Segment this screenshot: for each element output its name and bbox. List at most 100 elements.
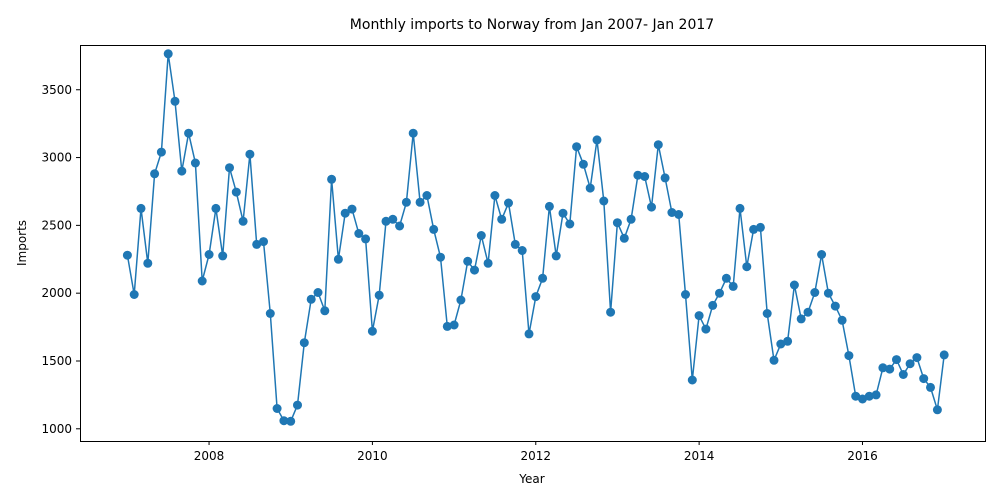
data-point [681,290,690,299]
data-point [211,203,221,213]
data-point [796,314,806,324]
data-point [456,295,466,305]
data-point [320,306,330,316]
data-point [143,258,153,268]
data-point [776,339,786,349]
data-point [265,309,275,318]
data-point [170,96,180,106]
data-point [150,169,160,179]
data-point [524,329,534,339]
data-point [388,214,398,224]
y-tick-label: 2500 [41,218,72,232]
data-point [401,197,411,207]
data-point [640,172,650,181]
data-point [701,324,711,334]
data-point [558,208,568,218]
data-point [892,355,901,365]
data-point [218,251,228,261]
data-point [864,391,874,401]
data-point [898,370,908,379]
data-point [245,149,255,159]
data-point [783,336,793,346]
data-point [286,416,296,426]
data-point [612,218,622,228]
data-point [538,273,548,283]
data-point [354,229,364,238]
data-point [415,197,425,207]
x-tick-label: 2014 [684,449,715,463]
data-point [504,198,513,208]
data-point [259,237,268,247]
data-point [449,320,459,330]
data-point [687,375,697,385]
data-point [225,163,234,173]
data-point [340,208,350,218]
data-point [823,288,833,298]
data-point [347,204,357,214]
x-tick-label: 2010 [357,449,388,463]
data-point [742,262,752,272]
x-tick-label: 2016 [847,449,878,463]
y-tick-label: 3500 [41,83,72,97]
data-point [231,187,241,197]
data-point [708,300,718,310]
data-point [735,203,745,213]
data-point [667,208,677,217]
data-point [715,288,724,298]
y-tick-label: 2000 [41,286,72,300]
data-point [919,374,929,384]
data-point [755,222,765,232]
data-point [762,309,772,318]
y-axis-ticks: 1000 1500 2000 2500 3000 3500 [41,83,80,436]
data-point [381,216,391,226]
axes-frame [80,45,986,442]
data-point [313,288,323,297]
y-axis-label: Imports [15,220,29,266]
data-point [585,183,595,193]
data-point [578,159,588,169]
series-points [122,49,949,426]
data-point [299,338,309,348]
plot-area [122,49,949,426]
y-tick-label: 1500 [41,354,72,368]
data-point [517,246,527,255]
data-point [293,400,302,410]
data-point [361,234,371,244]
data-point [190,158,200,168]
data-point [769,355,779,365]
data-point [531,292,541,302]
data-point [422,191,432,200]
chart-title: Monthly imports to Norway from Jan 2007-… [350,17,714,33]
data-point [490,191,500,200]
data-point [844,351,854,361]
data-point [333,254,343,264]
data-point [463,256,473,266]
x-tick-label: 2008 [194,449,225,463]
data-point [197,276,207,286]
data-point [619,233,629,243]
data-point [551,251,561,261]
data-point [204,250,214,259]
data-point [129,290,139,299]
data-point [510,239,520,249]
data-point [905,359,915,369]
data-point [592,135,602,145]
data-point [238,216,248,226]
data-point [660,173,670,183]
data-point [728,281,738,291]
data-point [442,321,452,331]
data-point [830,301,840,311]
data-point [306,294,316,304]
data-point [374,290,384,300]
data-point [871,390,881,400]
data-point [163,49,173,59]
x-tick-label: 2012 [520,449,551,463]
data-point [327,174,337,184]
data-point [395,221,405,231]
data-point [436,252,445,262]
data-point [851,391,861,401]
data-point [810,288,820,297]
data-point [817,250,827,259]
data-point [156,147,166,157]
